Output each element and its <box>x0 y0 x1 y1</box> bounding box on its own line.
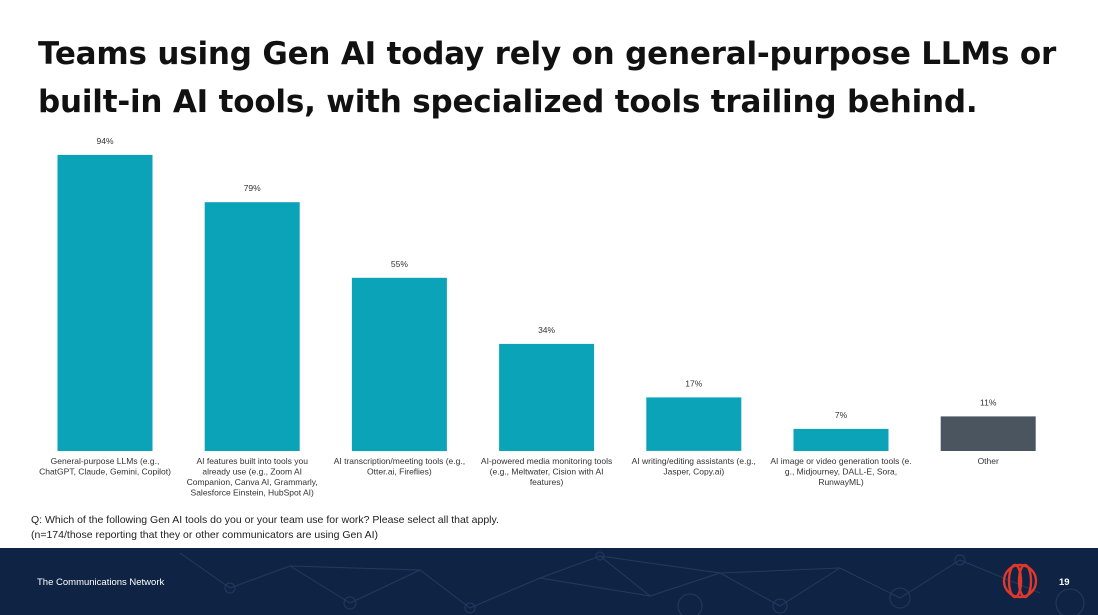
bar-1 <box>57 154 153 451</box>
category-label: AI image or video generation tools (e. g.… <box>770 456 911 487</box>
bar-value-label: 34% <box>538 325 555 335</box>
bar-value-label: 17% <box>685 378 702 388</box>
footer-bar: The Communications Network 19 <box>0 548 1098 615</box>
bar-2 <box>204 202 300 451</box>
category-label: AI transcription/meeting tools (e.g., Ott… <box>334 456 465 477</box>
bar-value-label: 94% <box>96 136 113 146</box>
slide-title: Teams using Gen AI today rely on general… <box>38 36 1057 120</box>
bar-value-label: 7% <box>835 410 848 420</box>
page-number: 19 <box>1059 577 1070 588</box>
bar-3 <box>351 277 447 452</box>
survey-question: Q: Which of the following Gen AI tools d… <box>31 514 499 526</box>
organization-name: The Communications Network <box>37 577 165 588</box>
category-label: Other <box>978 456 999 466</box>
bar-value-label: 79% <box>244 183 261 193</box>
category-label: AI-powered media monitoring tools (e.g., … <box>481 456 612 487</box>
bar-value-label: 55% <box>391 259 408 269</box>
network-pattern-decoration <box>179 551 1085 615</box>
bar-chart: 94% General-purpose LLMs (e.g., ChatGPT, C… <box>39 136 1036 498</box>
bar-4 <box>499 343 595 451</box>
footnote: Q: Which of the following Gen AI tools d… <box>31 513 499 543</box>
category-label: General-purpose LLMs (e.g., ChatGPT, Clau… <box>39 456 171 477</box>
communications-network-logo-icon <box>1002 563 1038 599</box>
category-label: AI features built into tools you already … <box>187 456 318 498</box>
category-label: AI writing/editing assistants (e.g., Jasp… <box>632 456 756 477</box>
bar-6 <box>793 428 889 451</box>
bar-7 <box>940 416 1036 451</box>
bar-value-label: 11% <box>980 397 997 407</box>
survey-base: (n=174/those reporting that they or othe… <box>31 529 378 541</box>
bar-5 <box>646 397 742 451</box>
